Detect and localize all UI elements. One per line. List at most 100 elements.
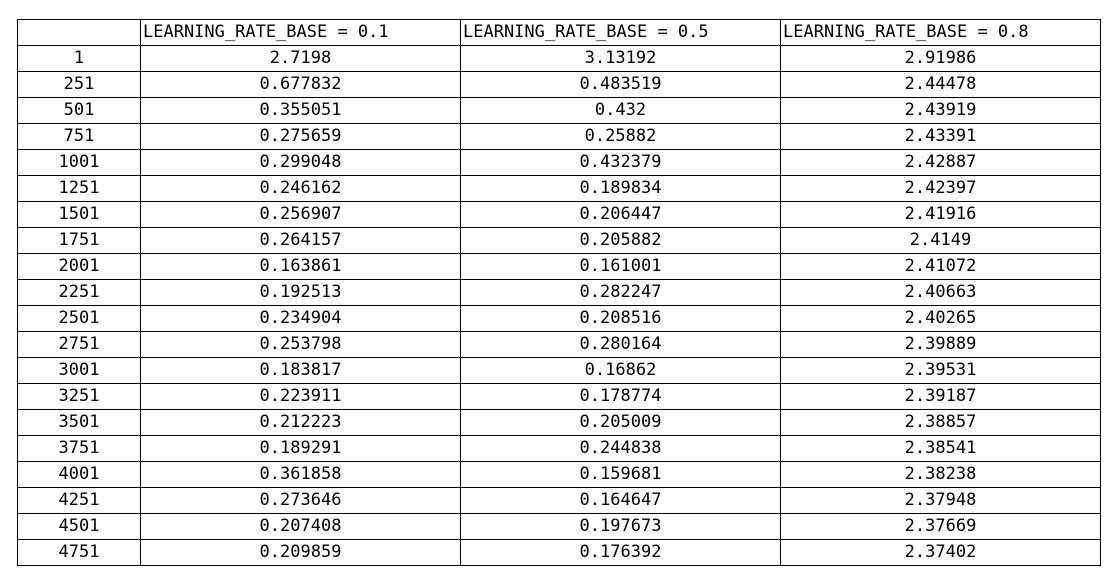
lr-0-5-cell[interactable]: 0.176392 bbox=[460, 539, 781, 566]
lr-0-8-cell[interactable]: 2.37402 bbox=[780, 539, 1101, 566]
step-cell[interactable]: 4001 bbox=[17, 461, 141, 488]
lr-0-1-cell[interactable]: 0.361858 bbox=[140, 461, 461, 488]
step-cell[interactable]: 1501 bbox=[17, 201, 141, 228]
lr-0-5-cell[interactable]: 0.197673 bbox=[460, 513, 781, 540]
lr-0-5-cell[interactable]: 0.432379 bbox=[460, 149, 781, 176]
lr-0-5-cell[interactable]: 0.280164 bbox=[460, 331, 781, 358]
lr-0-8-cell[interactable]: 2.43391 bbox=[780, 123, 1101, 150]
lr-0-5-cell[interactable]: 0.189834 bbox=[460, 175, 781, 202]
lr-0-8-cell[interactable]: 2.39531 bbox=[780, 357, 1101, 384]
lr-0-8-cell[interactable]: 2.42397 bbox=[780, 175, 1101, 202]
lr-0-1-cell[interactable]: 0.163861 bbox=[140, 253, 461, 280]
table-row: 4751 0.209859 0.176392 2.37402 bbox=[17, 539, 1101, 566]
lr-0-1-cell[interactable]: 0.253798 bbox=[140, 331, 461, 358]
step-cell[interactable]: 4251 bbox=[17, 487, 141, 514]
lr-0-8-cell[interactable]: 2.37948 bbox=[780, 487, 1101, 514]
step-cell[interactable]: 751 bbox=[17, 123, 141, 150]
step-cell[interactable]: 1251 bbox=[17, 175, 141, 202]
step-cell[interactable]: 4751 bbox=[17, 539, 141, 566]
table-row: 1 2.7198 3.13192 2.91986 bbox=[17, 45, 1101, 72]
lr-0-8-cell[interactable]: 2.39187 bbox=[780, 383, 1101, 410]
lr-0-8-cell[interactable]: 2.43919 bbox=[780, 97, 1101, 124]
header-cell-lr-0-5[interactable]: LEARNING_RATE_BASE = 0.5 bbox=[460, 19, 781, 46]
lr-0-5-cell[interactable]: 0.432 bbox=[460, 97, 781, 124]
lr-0-5-cell[interactable]: 3.13192 bbox=[460, 45, 781, 72]
lr-0-1-cell[interactable]: 0.223911 bbox=[140, 383, 461, 410]
lr-0-5-cell[interactable]: 0.25882 bbox=[460, 123, 781, 150]
lr-0-1-cell[interactable]: 0.183817 bbox=[140, 357, 461, 384]
lr-0-5-cell[interactable]: 0.178774 bbox=[460, 383, 781, 410]
lr-0-8-cell[interactable]: 2.37669 bbox=[780, 513, 1101, 540]
lr-0-8-cell[interactable]: 2.41072 bbox=[780, 253, 1101, 280]
header-cell-step[interactable] bbox=[17, 19, 141, 46]
step-cell[interactable]: 3001 bbox=[17, 357, 141, 384]
table-row: 501 0.355051 0.432 2.43919 bbox=[17, 97, 1101, 124]
lr-0-8-cell[interactable]: 2.39889 bbox=[780, 331, 1101, 358]
lr-0-5-cell[interactable]: 0.164647 bbox=[460, 487, 781, 514]
lr-0-1-cell[interactable]: 0.207408 bbox=[140, 513, 461, 540]
table-row: 2001 0.163861 0.161001 2.41072 bbox=[17, 253, 1101, 280]
step-cell[interactable]: 251 bbox=[17, 71, 141, 98]
table-row: 4501 0.207408 0.197673 2.37669 bbox=[17, 513, 1101, 540]
lr-0-1-cell[interactable]: 0.212223 bbox=[140, 409, 461, 436]
step-cell[interactable]: 1751 bbox=[17, 227, 141, 254]
lr-0-8-cell[interactable]: 2.42887 bbox=[780, 149, 1101, 176]
step-cell[interactable]: 2001 bbox=[17, 253, 141, 280]
lr-0-1-cell[interactable]: 0.192513 bbox=[140, 279, 461, 306]
learning-rate-table: LEARNING_RATE_BASE = 0.1 LEARNING_RATE_B… bbox=[17, 19, 1101, 566]
step-cell[interactable]: 1001 bbox=[17, 149, 141, 176]
header-cell-lr-0-8[interactable]: LEARNING_RATE_BASE = 0.8 bbox=[780, 19, 1101, 46]
lr-0-1-cell[interactable]: 0.209859 bbox=[140, 539, 461, 566]
lr-0-8-cell[interactable]: 2.38238 bbox=[780, 461, 1101, 488]
table-row: 1251 0.246162 0.189834 2.42397 bbox=[17, 175, 1101, 202]
lr-0-1-cell[interactable]: 0.273646 bbox=[140, 487, 461, 514]
step-cell[interactable]: 3751 bbox=[17, 435, 141, 462]
step-cell[interactable]: 3251 bbox=[17, 383, 141, 410]
lr-0-1-cell[interactable]: 0.264157 bbox=[140, 227, 461, 254]
lr-0-5-cell[interactable]: 0.159681 bbox=[460, 461, 781, 488]
step-cell[interactable]: 501 bbox=[17, 97, 141, 124]
lr-0-8-cell[interactable]: 2.44478 bbox=[780, 71, 1101, 98]
table-row: 4001 0.361858 0.159681 2.38238 bbox=[17, 461, 1101, 488]
lr-0-1-cell[interactable]: 0.275659 bbox=[140, 123, 461, 150]
lr-0-1-cell[interactable]: 0.677832 bbox=[140, 71, 461, 98]
lr-0-5-cell[interactable]: 0.206447 bbox=[460, 201, 781, 228]
table-row: 3501 0.212223 0.205009 2.38857 bbox=[17, 409, 1101, 436]
lr-0-5-cell[interactable]: 0.282247 bbox=[460, 279, 781, 306]
lr-0-8-cell[interactable]: 2.41916 bbox=[780, 201, 1101, 228]
step-cell[interactable]: 3501 bbox=[17, 409, 141, 436]
step-cell[interactable]: 1 bbox=[17, 45, 141, 72]
lr-0-5-cell[interactable]: 0.16862 bbox=[460, 357, 781, 384]
lr-0-1-cell[interactable]: 0.299048 bbox=[140, 149, 461, 176]
lr-0-5-cell[interactable]: 0.205009 bbox=[460, 409, 781, 436]
lr-0-8-cell[interactable]: 2.4149 bbox=[780, 227, 1101, 254]
step-cell[interactable]: 2501 bbox=[17, 305, 141, 332]
lr-0-8-cell[interactable]: 2.91986 bbox=[780, 45, 1101, 72]
lr-0-1-cell[interactable]: 0.189291 bbox=[140, 435, 461, 462]
table-row: 251 0.677832 0.483519 2.44478 bbox=[17, 71, 1101, 98]
lr-0-1-cell[interactable]: 0.246162 bbox=[140, 175, 461, 202]
lr-0-5-cell[interactable]: 0.208516 bbox=[460, 305, 781, 332]
lr-0-1-cell[interactable]: 0.355051 bbox=[140, 97, 461, 124]
header-row: LEARNING_RATE_BASE = 0.1 LEARNING_RATE_B… bbox=[17, 19, 1101, 46]
lr-0-5-cell[interactable]: 0.161001 bbox=[460, 253, 781, 280]
lr-0-8-cell[interactable]: 2.40265 bbox=[780, 305, 1101, 332]
step-cell[interactable]: 4501 bbox=[17, 513, 141, 540]
lr-0-1-cell[interactable]: 2.7198 bbox=[140, 45, 461, 72]
lr-0-8-cell[interactable]: 2.38541 bbox=[780, 435, 1101, 462]
table-row: 751 0.275659 0.25882 2.43391 bbox=[17, 123, 1101, 150]
table-row: 1751 0.264157 0.205882 2.4149 bbox=[17, 227, 1101, 254]
table-row: 3251 0.223911 0.178774 2.39187 bbox=[17, 383, 1101, 410]
results-sheet: LEARNING_RATE_BASE = 0.1 LEARNING_RATE_B… bbox=[17, 19, 1101, 566]
step-cell[interactable]: 2251 bbox=[17, 279, 141, 306]
lr-0-8-cell[interactable]: 2.40663 bbox=[780, 279, 1101, 306]
lr-0-8-cell[interactable]: 2.38857 bbox=[780, 409, 1101, 436]
lr-0-5-cell[interactable]: 0.205882 bbox=[460, 227, 781, 254]
table-body: 1 2.7198 3.13192 2.91986 251 0.677832 0.483519… bbox=[17, 45, 1101, 566]
lr-0-5-cell[interactable]: 0.483519 bbox=[460, 71, 781, 98]
lr-0-1-cell[interactable]: 0.234904 bbox=[140, 305, 461, 332]
lr-0-1-cell[interactable]: 0.256907 bbox=[140, 201, 461, 228]
lr-0-5-cell[interactable]: 0.244838 bbox=[460, 435, 781, 462]
step-cell[interactable]: 2751 bbox=[17, 331, 141, 358]
header-cell-lr-0-1[interactable]: LEARNING_RATE_BASE = 0.1 bbox=[140, 19, 461, 46]
